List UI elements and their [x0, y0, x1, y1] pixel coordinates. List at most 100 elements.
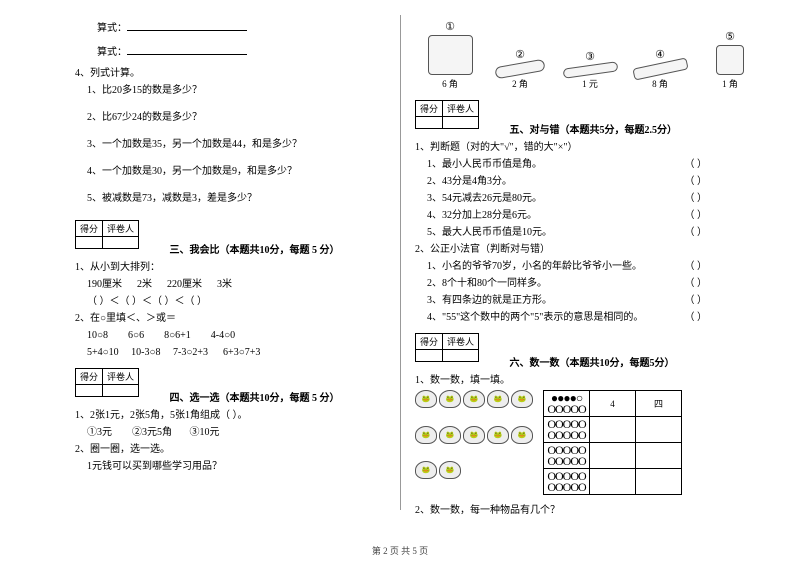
s5-q1-heading: 1、判断题（对的大"√"，错的大"×"）: [415, 140, 765, 155]
tf-paren[interactable]: （ ）: [685, 310, 708, 325]
frog-icon: 🐸: [439, 390, 461, 408]
frog-icon: 🐸: [511, 426, 533, 444]
frog-icon: 🐸: [439, 461, 461, 479]
q4-item-2: 2、比67少24的数是多少？: [87, 110, 375, 125]
tf-text: 3、54元减去26元是80元。: [427, 191, 685, 206]
dots-row[interactable]: OOOOOOOOOO: [547, 443, 585, 468]
s4-q1-opts[interactable]: ①3元 ②3元5角 ③10元: [87, 425, 375, 440]
tf-paren[interactable]: （ ）: [685, 191, 708, 206]
right-column: ①6 角②2 角③1 元④8 角⑤1 角 得分评卷人 五、对与错（本题共5分，每…: [390, 0, 780, 565]
score-box: 得分评卷人: [75, 368, 139, 397]
tf-paren[interactable]: （ ）: [685, 293, 708, 308]
section-6-title: 六、数一数（本题共10分，每题5分）: [510, 354, 675, 369]
tf-paren[interactable]: （ ）: [685, 225, 708, 240]
product-icon: [716, 45, 744, 75]
score-box: 得分评卷人: [415, 100, 479, 129]
score-label: 得分: [416, 101, 443, 117]
frog-icon: 🐸: [463, 426, 485, 444]
left-column: 算式： 算式： 4、列式计算。 1、比20多15的数是多少？ 2、比67少24的…: [0, 0, 390, 565]
price-label: 1 角: [695, 77, 765, 90]
marker-label: 评卷人: [443, 334, 479, 350]
q4-item-5: 5、被减数是73，减数是3，差是多少？: [87, 191, 375, 206]
score-box: 得分评卷人: [415, 333, 479, 362]
s6-q2: 2、数一数，每一种物品有几个？: [415, 503, 765, 518]
frog-icon: 🐸: [511, 390, 533, 408]
chart-cell: OOOOOOOOOO: [544, 443, 590, 469]
s3-q1-blanks[interactable]: （ ）＜（ ）＜（ ）＜（ ）: [87, 294, 375, 309]
product-item: ④8 角: [625, 48, 695, 90]
tf-text: 2、43分是4角3分。: [427, 174, 685, 189]
formula-label: 算式：: [97, 23, 127, 34]
tf-item: 2、43分是4角3分。（ ）: [427, 174, 707, 189]
circle-number: ⑤: [695, 30, 765, 43]
frog-icon: 🐸: [487, 426, 509, 444]
frog-icon: 🐸: [415, 426, 437, 444]
tf-paren[interactable]: （ ）: [685, 276, 708, 291]
chart-cell[interactable]: [636, 417, 682, 443]
count-area: 🐸🐸🐸🐸🐸🐸🐸🐸🐸🐸🐸🐸 ●●●●○OOOOO 4 四 OOOOOOOOOO O…: [415, 390, 765, 495]
chart-cell: 四: [636, 391, 682, 417]
tf-item: 1、最小人民币币值是角。（ ）: [427, 157, 707, 172]
frog-icon: 🐸: [463, 390, 485, 408]
tf-paren[interactable]: （ ）: [685, 208, 708, 223]
q4-item-1: 1、比20多15的数是多少？: [87, 83, 375, 98]
frog-icon: 🐸: [415, 390, 437, 408]
blank[interactable]: [127, 20, 247, 31]
chart-cell: 4: [590, 391, 636, 417]
chart-cell: OOOOOOOOOO: [544, 469, 590, 495]
chart-cell[interactable]: [590, 417, 636, 443]
price-label: 1 元: [555, 77, 625, 90]
section-4-title: 四、选一选（本题共10分，每题 5 分）: [170, 389, 340, 404]
tf-item: 5、最大人民币币值是10元。（ ）: [427, 225, 707, 240]
product-item: ③1 元: [555, 50, 625, 90]
formula-line-2: 算式：: [97, 44, 375, 60]
tf-text: 1、小名的爷爷70岁，小名的年龄比爷爷小一些。: [427, 259, 685, 274]
score-box: 得分评卷人: [75, 220, 139, 249]
tf-item: 4、32分加上28分是6元。（ ）: [427, 208, 707, 223]
tf-text: 4、32分加上28分是6元。: [427, 208, 685, 223]
s3-q1-heading: 1、从小到大排列：: [75, 260, 375, 275]
tf-paren[interactable]: （ ）: [685, 259, 708, 274]
formula-label: 算式：: [97, 47, 127, 58]
circle-number: ①: [415, 20, 485, 33]
tally-chart: ●●●●○OOOOO 4 四 OOOOOOOOOO OOOOOOOOOO OOO…: [543, 390, 682, 495]
s3-q2-heading: 2、在○里填＜、＞或＝: [75, 311, 375, 326]
q4-item-4: 4、一个加数是30，另一个加数是9，和是多少？: [87, 164, 375, 179]
chart-cell[interactable]: [590, 443, 636, 469]
tf-paren[interactable]: （ ）: [685, 174, 708, 189]
s3-q2-row2[interactable]: 5+4○10 10-3○8 7-3○2+3 6+3○7+3: [87, 345, 375, 360]
chart-cell[interactable]: [636, 469, 682, 495]
circle-number: ②: [485, 48, 555, 61]
tf-text: 5、最大人民币币值是10元。: [427, 225, 685, 240]
section-3-title: 三、我会比（本题共10分，每题 5 分）: [170, 241, 340, 256]
blank[interactable]: [127, 44, 247, 55]
s5-q2-heading: 2、公正小法官（判断对与错）: [415, 242, 765, 257]
chart-cell: ●●●●○OOOOO: [544, 391, 590, 417]
section-5-title: 五、对与错（本题共5分，每题2.5分）: [510, 121, 678, 136]
marker-label: 评卷人: [443, 101, 479, 117]
s4-q1-heading: 1、2张1元，2张5角，5张1角组成（ ）。: [75, 408, 375, 423]
product-item: ② 2 角: [485, 48, 555, 90]
tf-text: 1、最小人民币币值是角。: [427, 157, 685, 172]
s3-q1-values: 190厘米 2米 220厘米 3米: [87, 277, 375, 292]
frogs-group: 🐸🐸🐸🐸🐸🐸🐸🐸🐸🐸🐸🐸: [415, 390, 535, 495]
chart-cell[interactable]: [636, 443, 682, 469]
s4-q2-heading: 2、圈一圈，选一选。: [75, 442, 375, 457]
dots-row: ●●●●○OOOOO: [547, 391, 585, 416]
tf-item: 2、8个十和80个一同样多。（ ）: [427, 276, 707, 291]
chart-cell[interactable]: [590, 469, 636, 495]
tf-item: 4、"55"这个数中的两个"5"表示的意思是相同的。（ ）: [427, 310, 707, 325]
formula-line-1: 算式：: [97, 20, 375, 36]
tf-text: 3、有四条边的就是正方形。: [427, 293, 685, 308]
marker-label: 评卷人: [103, 221, 139, 237]
price-label: 2 角: [485, 77, 555, 90]
tf-paren[interactable]: （ ）: [685, 157, 708, 172]
dots-row[interactable]: OOOOOOOOOO: [547, 417, 585, 442]
dots-row[interactable]: OOOOOOOOOO: [547, 469, 585, 494]
product-icon: [428, 35, 473, 75]
tf-item: 3、有四条边的就是正方形。（ ）: [427, 293, 707, 308]
q4-heading: 4、列式计算。: [75, 66, 375, 81]
s3-q2-row1[interactable]: 10○8 6○6 8○6+1 4-4○0: [87, 328, 375, 343]
frog-icon: 🐸: [487, 390, 509, 408]
marker-label: 评卷人: [103, 369, 139, 385]
